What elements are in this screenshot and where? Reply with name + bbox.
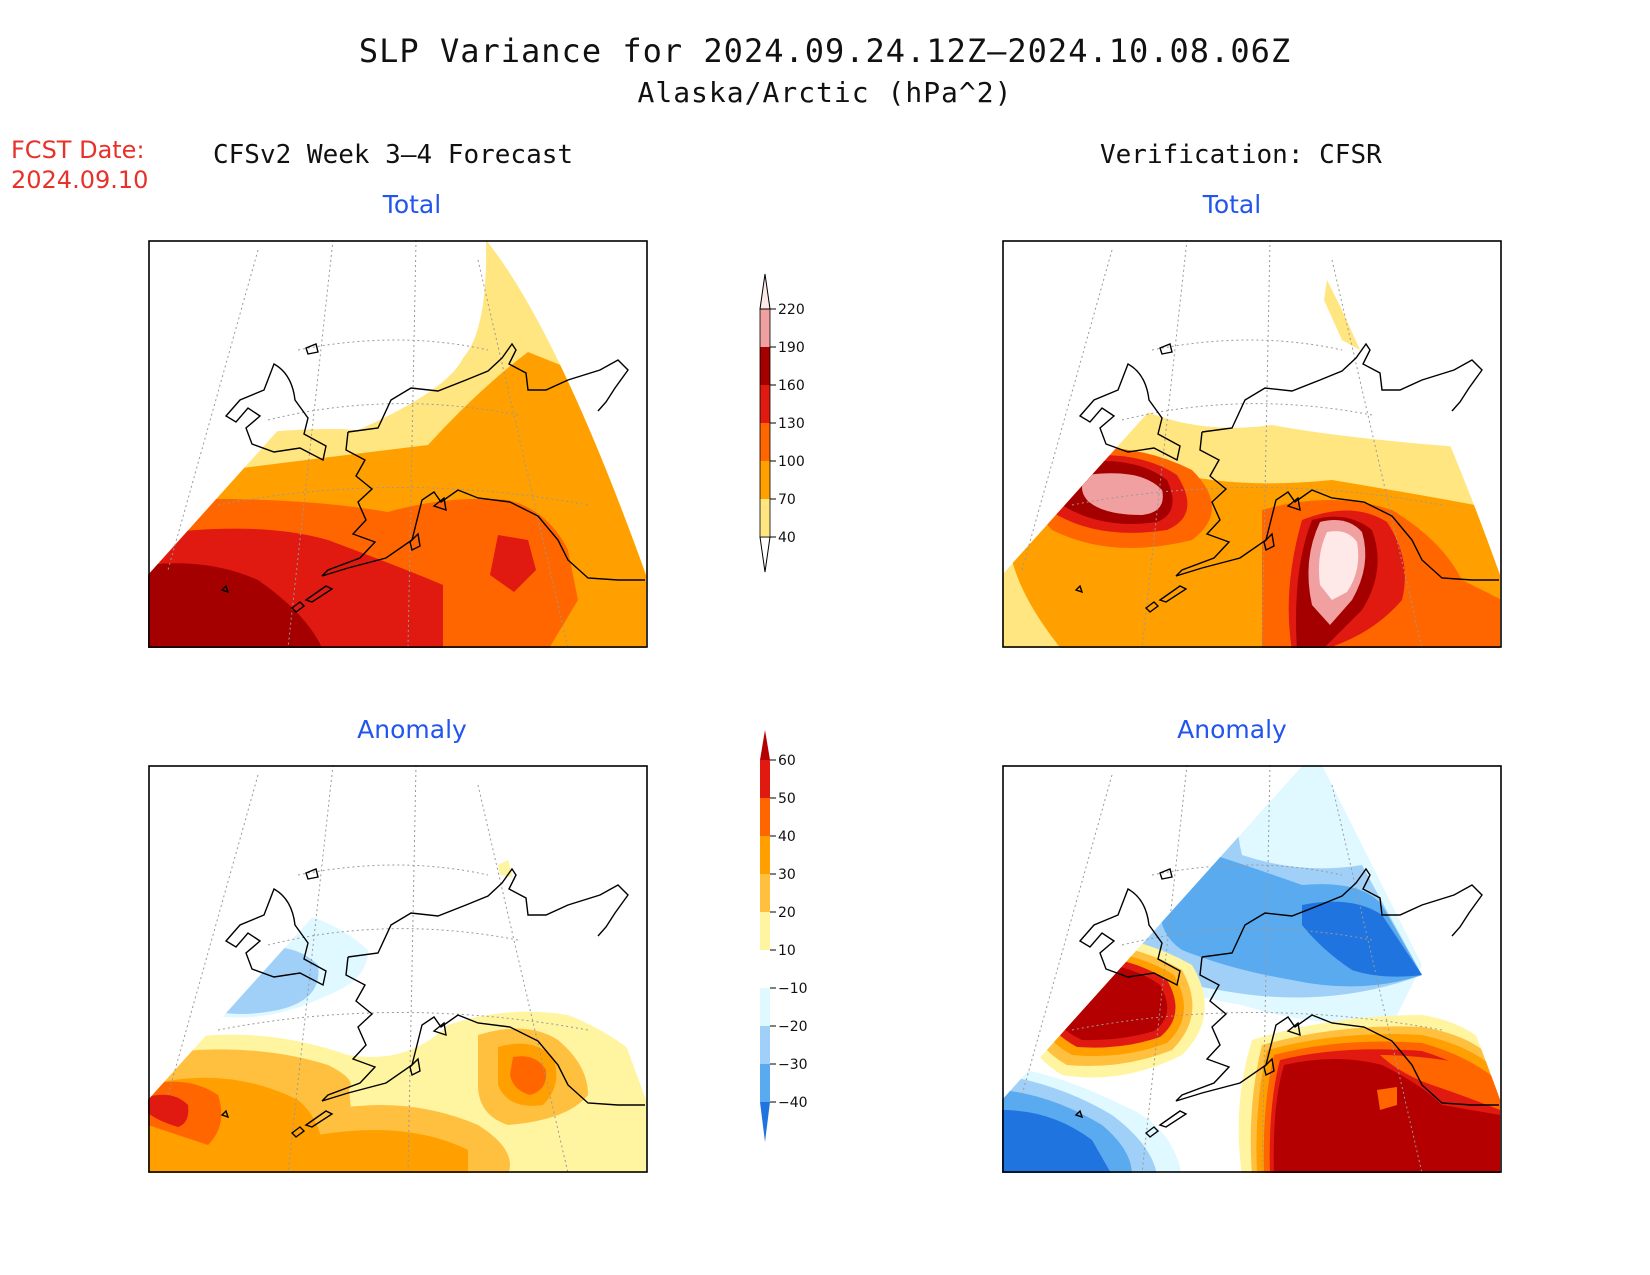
colorbar-anomaly-band	[760, 912, 770, 950]
fcst-date-value: 2024.09.10	[11, 166, 149, 194]
colorbar-total-band	[760, 461, 770, 499]
colorbar-total-min-triangle	[759, 536, 771, 573]
colorbar-total-tick-label: 70	[778, 492, 796, 508]
colorbar-anomaly-tick-label: −40	[778, 1095, 808, 1111]
colorbar-total-band	[760, 423, 770, 461]
colorbar-anomaly-band	[760, 1064, 770, 1102]
colorbar-total-band	[760, 309, 770, 347]
verification-anomaly-title: Anomaly	[1177, 715, 1287, 744]
forecast-total-title: Total	[382, 190, 442, 219]
colorbar-total-tick-label: 160	[778, 378, 805, 394]
colorbar-anomaly-tick-label: 10	[778, 943, 796, 959]
colorbar-anomaly-band	[760, 988, 770, 1026]
colorbar-anomaly-tick-label: 30	[778, 867, 796, 883]
colorbar-total-tick-label: 130	[778, 416, 805, 432]
colorbar-total-tick-label: 40	[778, 530, 796, 546]
colorbar-anomaly-band	[760, 798, 770, 836]
colorbar-anomaly-tick-label: −10	[778, 981, 808, 997]
forecast-anomaly-title: Anomaly	[357, 715, 467, 744]
verification-anomaly-map	[1002, 765, 1502, 1174]
forecast-total-map	[148, 240, 648, 649]
colorbar-total-tick-label: 220	[778, 302, 805, 318]
colorbar-anomaly-tick-label: 60	[778, 753, 796, 769]
main-title: SLP Variance for 2024.09.24.12Z–2024.10.…	[358, 32, 1292, 70]
colorbar-total-max-triangle	[759, 273, 771, 310]
colorbar-anomaly-band	[760, 950, 770, 988]
colorbar-anomaly-min-triangle	[760, 1102, 770, 1142]
colorbar-anomaly-tick-label: −30	[778, 1057, 808, 1073]
colorbar-anomaly-tick-label: 40	[778, 829, 796, 845]
verification-total-title: Total	[1202, 190, 1262, 219]
colorbar-anomaly-band	[760, 760, 770, 798]
colorbar-total-tick-label: 190	[778, 340, 805, 356]
colorbar-anomaly-band	[760, 1026, 770, 1064]
subtitle: Alaska/Arctic (hPa^2)	[637, 76, 1013, 109]
colorbar-total-band	[760, 347, 770, 385]
verification-total-map	[1002, 240, 1502, 649]
forecast-anomaly-map	[148, 765, 648, 1174]
colorbar-anomaly-tick-label: 50	[778, 791, 796, 807]
verification-heading: Verification: CFSR	[1100, 140, 1382, 170]
colorbar-anomaly-tick-label: 20	[778, 905, 796, 921]
colorbar-total-band	[760, 385, 770, 423]
colorbar-anomaly-band	[760, 874, 770, 912]
colorbar-anomaly-tick-label: −20	[778, 1019, 808, 1035]
colorbar-anomaly-band	[760, 836, 770, 874]
colorbar-anomaly: 60 50 40 30 20 10 −10 −20 −30 −40	[760, 730, 808, 1142]
colorbar-total: 40 70 100 130 160 190 220	[759, 273, 805, 573]
colorbar-total-band	[760, 499, 770, 537]
forecast-heading: CFSv2 Week 3–4 Forecast	[213, 140, 574, 170]
colorbar-total-tick-label: 100	[778, 454, 805, 470]
colorbar-anomaly-max-triangle	[760, 730, 770, 760]
fcst-date-label: FCST Date:	[11, 136, 145, 164]
